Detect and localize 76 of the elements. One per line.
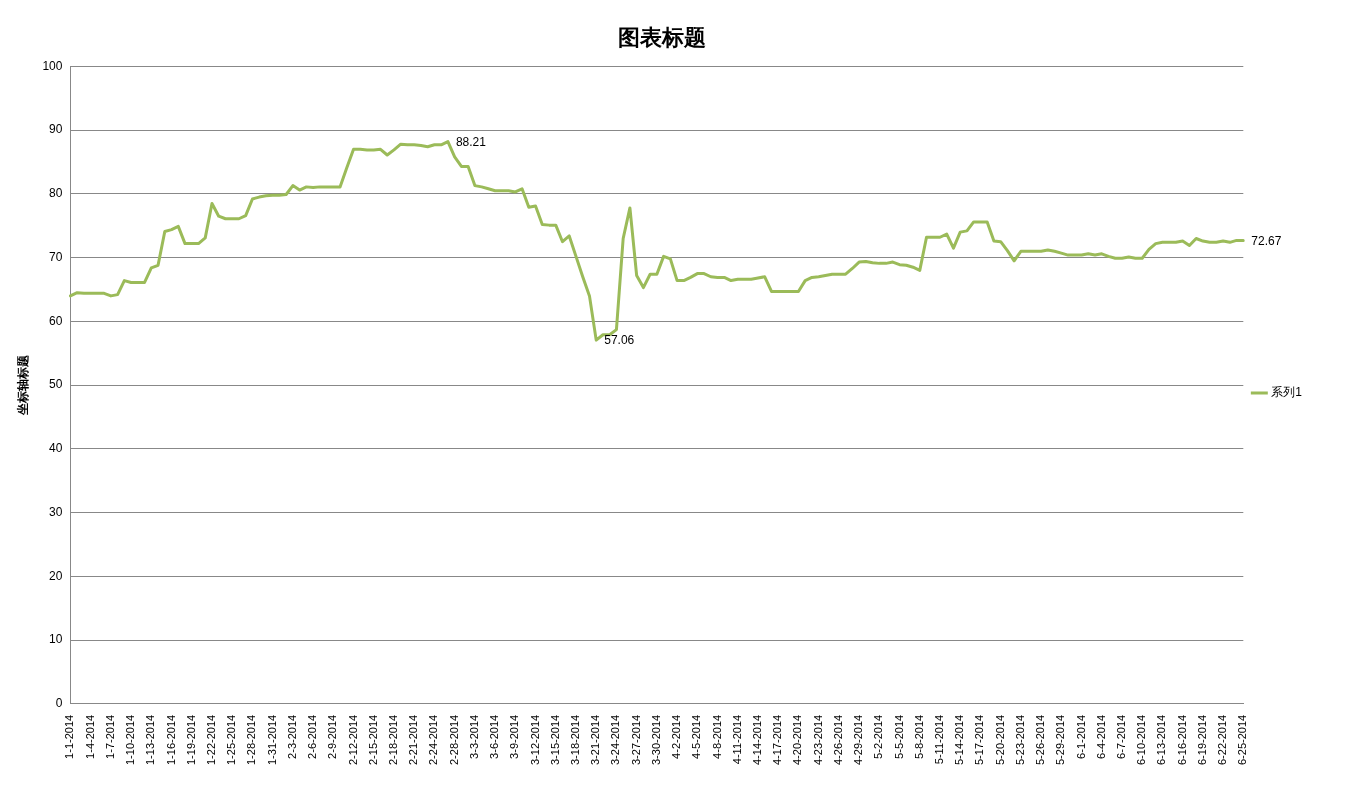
x-tick-label: 5-11-2014 xyxy=(933,714,946,765)
x-tick-label: 6-22-2014 xyxy=(1216,714,1229,766)
data-label: 88.21 xyxy=(455,134,487,149)
x-tick-label: 5-20-2014 xyxy=(993,714,1006,766)
y-tick-label: 20 xyxy=(49,568,63,583)
x-tick-label: 1-31-2014 xyxy=(265,714,278,766)
x-tick-label: 5-8-2014 xyxy=(912,714,925,759)
x-tick-label: 3-6-2014 xyxy=(488,714,501,759)
x-tick-label: 1-25-2014 xyxy=(225,714,238,766)
data-label: 57.06 xyxy=(604,333,635,348)
y-tick-label: 60 xyxy=(49,313,63,328)
y-tick-label: 90 xyxy=(49,122,63,137)
x-tick-label: 3-30-2014 xyxy=(649,714,662,766)
x-tick-label: 6-4-2014 xyxy=(1094,714,1107,759)
x-tick-label: 1-4-2014 xyxy=(83,714,96,759)
x-tick-label: 3-9-2014 xyxy=(508,714,521,759)
x-tick-label: 1-16-2014 xyxy=(164,714,177,766)
x-tick-label: 1-22-2014 xyxy=(205,714,218,766)
x-tick-label: 5-2-2014 xyxy=(872,714,885,759)
x-tick-label: 2-28-2014 xyxy=(447,714,460,766)
x-tick-label: 5-26-2014 xyxy=(1034,714,1047,766)
x-tick-label: 1-19-2014 xyxy=(184,714,197,766)
y-tick-label: 40 xyxy=(49,441,63,456)
x-tick-label: 4-2-2014 xyxy=(670,714,683,759)
x-tick-label: 1-7-2014 xyxy=(103,714,116,759)
x-tick-label: 1-1-2014 xyxy=(63,714,76,759)
x-tick-label: 1-13-2014 xyxy=(144,714,157,766)
x-tick-label: 4-29-2014 xyxy=(852,714,865,766)
y-tick-label: 10 xyxy=(49,632,63,647)
x-tick-label: 4-17-2014 xyxy=(771,714,784,766)
x-tick-label: 5-29-2014 xyxy=(1054,714,1067,766)
x-tick-label: 2-18-2014 xyxy=(387,714,400,766)
x-tick-label: 6-25-2014 xyxy=(1236,714,1249,766)
y-axis-title: 坐标轴标题 xyxy=(15,355,30,417)
y-tick-label: 80 xyxy=(49,186,63,201)
chart-title: 图表标题 xyxy=(618,25,706,51)
x-tick-label: 3-3-2014 xyxy=(467,714,480,759)
data-label: 72.67 xyxy=(1251,233,1282,248)
x-tick-label: 4-26-2014 xyxy=(831,714,844,766)
x-tick-label: 4-14-2014 xyxy=(751,714,764,766)
x-tick-label: 3-15-2014 xyxy=(548,714,561,766)
y-tick-label: 0 xyxy=(55,696,63,711)
x-tick-label: 4-11-2014 xyxy=(730,714,743,765)
x-tick-label: 5-23-2014 xyxy=(1013,714,1026,766)
x-tick-label: 2-15-2014 xyxy=(366,714,379,766)
x-tick-label: 6-16-2014 xyxy=(1175,714,1188,766)
legend-label: 系列1 xyxy=(1271,385,1303,400)
x-tick-label: 2-6-2014 xyxy=(306,714,319,759)
x-tick-label: 4-20-2014 xyxy=(791,714,804,766)
x-tick-label: 2-9-2014 xyxy=(326,714,339,759)
x-tick-label: 4-8-2014 xyxy=(710,714,723,759)
x-tick-label: 2-3-2014 xyxy=(285,714,298,759)
x-tick-label: 2-21-2014 xyxy=(407,714,420,766)
x-tick-label: 3-21-2014 xyxy=(589,714,602,766)
x-tick-label: 2-24-2014 xyxy=(427,714,440,766)
y-tick-label: 50 xyxy=(49,377,63,392)
x-tick-label: 3-18-2014 xyxy=(569,714,582,766)
x-tick-label: 6-10-2014 xyxy=(1135,714,1148,766)
x-tick-label: 6-7-2014 xyxy=(1115,714,1128,759)
x-tick-label: 1-10-2014 xyxy=(124,714,137,766)
x-tick-label: 6-1-2014 xyxy=(1074,714,1087,759)
x-tick-label: 5-14-2014 xyxy=(953,714,966,766)
y-tick-label: 100 xyxy=(42,58,63,73)
x-tick-label: 6-13-2014 xyxy=(1155,714,1168,766)
x-tick-label: 3-24-2014 xyxy=(609,714,622,766)
y-tick-label: 70 xyxy=(49,249,63,264)
x-tick-label: 2-12-2014 xyxy=(346,714,359,766)
x-tick-label: 1-28-2014 xyxy=(245,714,258,766)
x-tick-label: 4-23-2014 xyxy=(811,714,824,766)
x-tick-label: 3-12-2014 xyxy=(528,714,541,766)
x-tick-label: 6-19-2014 xyxy=(1195,714,1208,766)
x-tick-label: 5-5-2014 xyxy=(892,714,905,759)
x-tick-label: 5-17-2014 xyxy=(973,714,986,766)
y-tick-label: 30 xyxy=(49,504,63,519)
x-tick-label: 3-27-2014 xyxy=(629,714,642,766)
x-tick-label: 4-5-2014 xyxy=(690,714,703,759)
